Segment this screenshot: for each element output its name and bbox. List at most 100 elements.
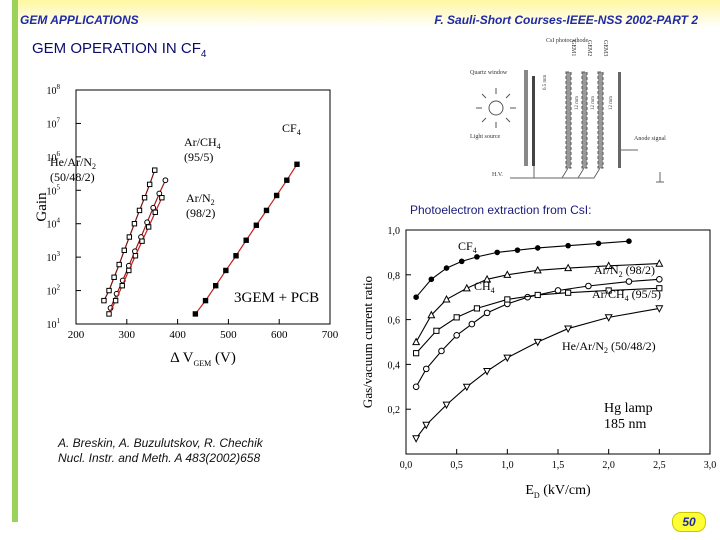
gain-series-point (150, 204, 157, 211)
ratio-series-point (656, 275, 663, 283)
gain-series-point (152, 209, 158, 215)
citation: A. Breskin, A. Buzulutskov, R. Chechik N… (58, 436, 263, 466)
slide-title-main: GEM OPERATION IN CF (32, 40, 201, 57)
ratio-series-point (655, 305, 664, 313)
ratio-series-point (655, 259, 664, 267)
ratio-ytick-label: 0,6 (388, 316, 401, 327)
ratio-series-point (428, 276, 435, 283)
ratio-series-point (625, 278, 633, 285)
light-source-icon (476, 88, 516, 128)
ratio-series-point (605, 287, 612, 294)
diagram-gap-2: 12 mm (575, 96, 580, 110)
gain-series-point (106, 287, 112, 294)
gain-ytick-exponent: 2 (57, 284, 61, 292)
gain-xtick-label: 600 (271, 329, 288, 341)
ratio-series-point (503, 270, 512, 278)
csi-photocathode (532, 76, 535, 166)
gem3-foil (597, 71, 604, 169)
slide-title-sub: 4 (200, 49, 207, 60)
ratio-series-label-sub: 4 (491, 286, 495, 295)
gain-chart: 200 300 400 500 600 7001011021031041051061071… (34, 83, 339, 368)
diagram-gap-3: 12 mm (591, 96, 596, 110)
gain-ytick-exponent: 4 (57, 217, 61, 225)
gain-ytick-exponent: 6 (57, 150, 61, 158)
ratio-series-point (565, 242, 571, 249)
gain-series-label: (50/48/2) (50, 170, 95, 184)
gain-series-point (284, 177, 290, 183)
gain-ytick-label: 107 (47, 116, 61, 130)
gain-ytick-label: 103 (47, 250, 61, 264)
ratio-xtick-label: 1,5 (552, 460, 565, 471)
gain-series-label: He/Ar/N2 (50, 155, 96, 171)
ratio-xtick-label: 1,0 (501, 460, 514, 471)
gain-ytick-exponent: 8 (57, 83, 61, 91)
ratio-series-label-tail: (98/2) (623, 263, 655, 277)
ratio-series-point (534, 245, 541, 251)
gain-series-label: CF4 (282, 121, 301, 137)
ratio-annotation: 185 nm (604, 417, 647, 432)
ratio-series-point (483, 274, 492, 283)
gem2-foil (581, 71, 588, 169)
ratio-series-point (514, 247, 521, 253)
ratio-xtick-label: 3,0 (704, 460, 717, 471)
header-right-credit: F. Sauli-Short Courses-IEEE-NSS 2002-PAR… (434, 13, 698, 27)
ratio-series-line (415, 278, 660, 388)
gain-series-point (202, 297, 209, 304)
gain-ytick-label: 101 (47, 317, 61, 331)
ratio-series-point (656, 285, 663, 292)
ratio-series-point (564, 325, 573, 334)
gain-series-line (109, 179, 166, 309)
ratio-series-point (473, 305, 481, 312)
slide-title: GEM OPERATION IN CF4 (32, 40, 206, 60)
diagram-label-csi: CsI photocathode (546, 38, 588, 44)
ratio-series-point (433, 327, 440, 334)
ratio-series-point (412, 435, 421, 443)
ratio-series-label-sub: 4 (625, 294, 629, 303)
gain-series-point (223, 267, 229, 274)
caption-photoelectron: Photoelectron extraction from CsI: (410, 203, 592, 217)
ratio-series-point (412, 383, 420, 391)
gain-ytick-exponent: 1 (57, 317, 61, 325)
ratio-series-point (462, 283, 471, 292)
ratio-series-line (415, 263, 660, 343)
ratio-series-point (626, 238, 632, 244)
gain-series-point (116, 261, 122, 268)
gain-series-label: (98/2) (186, 206, 215, 220)
gain-series-point (263, 207, 270, 214)
ratio-series-label: CH4 (474, 279, 495, 295)
ratio-series-label-sub: 4 (473, 246, 477, 255)
ratio-series-point (412, 337, 421, 346)
ratio-series-point (494, 249, 500, 256)
ratio-series-point (534, 291, 541, 299)
ratio-series-point (443, 265, 450, 271)
citation-journal: Nucl. Instr. and Meth. A 483(2002)658 (58, 451, 261, 465)
quartz-window (524, 70, 528, 166)
ratio-series-point (468, 320, 476, 328)
ratio-series-point (462, 383, 471, 392)
diagram-label-anode: Anode signal (634, 136, 666, 142)
ratio-series-point (442, 401, 451, 410)
gain-xlabel-sub: GEM (194, 359, 212, 368)
diagram-label-gem2: GEM2 (586, 40, 592, 56)
diagram-label-gem3: GEM3 (602, 40, 608, 56)
ratio-chart: 0,0 0,5 1,0 1,5 2,0 2,5 3,0 0,2 0,4 0,6 0,8 1,0 Gas/… (360, 226, 717, 500)
gain-series-point (146, 181, 153, 188)
ratio-xlabel-sub: D (534, 491, 540, 500)
gain-series-point (131, 221, 138, 227)
gain-series-label: Ar/CH4 (184, 135, 221, 151)
ratio-xtick-label: 2,0 (602, 460, 615, 471)
gain-xlabel-unit: (V) (211, 350, 236, 366)
ratio-ylabel: Gas/vacuum current ratio (360, 276, 375, 408)
gain-series-label: Ar/N2 (186, 191, 215, 207)
gain-xlabel: Δ VGEM (V) (170, 350, 236, 368)
gain-series-point (233, 253, 239, 259)
ratio-ytick-label: 1,0 (388, 226, 401, 237)
ratio-series-point (483, 368, 492, 376)
gain-series-point (273, 192, 280, 199)
gain-series-point (101, 297, 107, 304)
ratio-series-point (413, 294, 419, 300)
ratio-ytick-label: 0,4 (388, 360, 401, 371)
gain-series-point (139, 238, 145, 244)
ratio-series-point (483, 309, 491, 317)
ratio-series-point (474, 254, 480, 260)
